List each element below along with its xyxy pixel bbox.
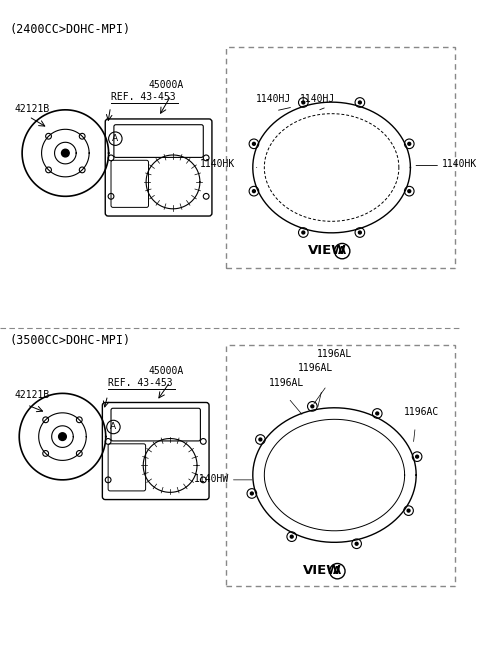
Text: (2400CC>DOHC-MPI): (2400CC>DOHC-MPI)	[10, 24, 131, 36]
Text: VIEW: VIEW	[308, 244, 347, 257]
Text: 1140HJ: 1140HJ	[256, 94, 291, 104]
Circle shape	[355, 543, 358, 545]
Text: A: A	[334, 566, 341, 576]
Text: VIEW: VIEW	[303, 564, 342, 577]
Text: 1140HJ: 1140HJ	[300, 94, 335, 104]
Circle shape	[359, 101, 361, 104]
Text: 1140HW: 1140HW	[193, 474, 229, 483]
Text: A: A	[112, 134, 119, 143]
Text: REF. 43-453: REF. 43-453	[110, 92, 175, 102]
Text: 45000A: 45000A	[149, 80, 184, 90]
Text: A: A	[338, 246, 346, 256]
Circle shape	[407, 509, 410, 512]
Text: 1196AL: 1196AL	[269, 378, 304, 388]
Text: 45000A: 45000A	[149, 366, 184, 376]
Text: 1196AL: 1196AL	[298, 363, 333, 373]
Text: 1196AC: 1196AC	[404, 407, 439, 417]
Circle shape	[302, 101, 305, 104]
Circle shape	[311, 405, 314, 408]
Circle shape	[376, 412, 379, 415]
Circle shape	[408, 190, 411, 193]
Circle shape	[61, 149, 69, 157]
Text: 1140HK: 1140HK	[442, 159, 478, 169]
Circle shape	[408, 142, 411, 145]
Circle shape	[290, 535, 293, 538]
Text: 42121B: 42121B	[14, 390, 49, 400]
Text: REF. 43-453: REF. 43-453	[108, 378, 172, 388]
Text: A: A	[110, 422, 117, 432]
Circle shape	[416, 455, 419, 458]
Circle shape	[252, 190, 255, 193]
Text: 1140HK: 1140HK	[200, 159, 236, 169]
Circle shape	[59, 433, 66, 440]
Text: 1196AL: 1196AL	[317, 349, 352, 359]
Text: (3500CC>DOHC-MPI): (3500CC>DOHC-MPI)	[10, 334, 131, 347]
Circle shape	[302, 231, 305, 234]
Circle shape	[252, 142, 255, 145]
Circle shape	[251, 492, 253, 495]
Circle shape	[359, 231, 361, 234]
Circle shape	[259, 438, 262, 441]
Text: 42121B: 42121B	[14, 104, 49, 113]
